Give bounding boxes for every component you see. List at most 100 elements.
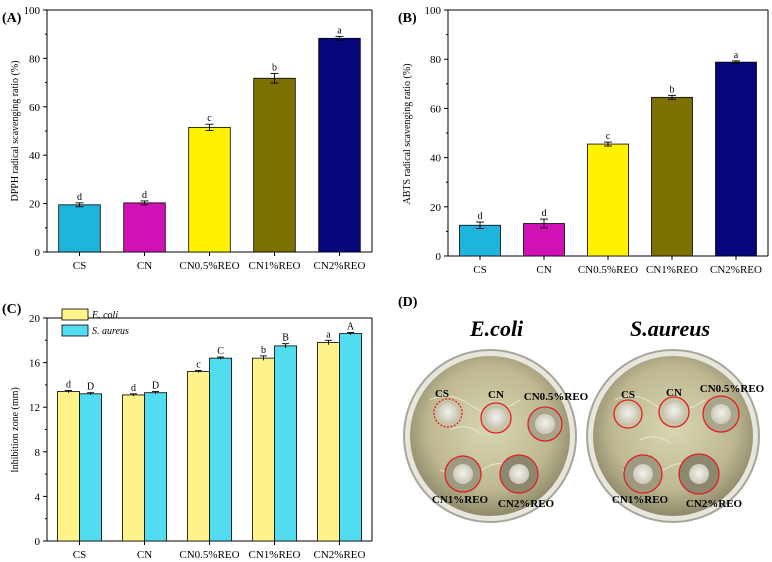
- panel-a-label: (A): [2, 11, 22, 26]
- x-tick-label: CN1%REO: [646, 264, 698, 276]
- significance-letter: c: [207, 113, 212, 124]
- panel-a-ylabel: DPPH radical scavenging ratio (%): [10, 60, 21, 201]
- bar-CN2%REO-series-1: [339, 333, 363, 542]
- saureus-label-cn1: CN1%REO: [612, 494, 669, 506]
- x-tick-label: CN1%REO: [249, 549, 301, 561]
- y-tick-label: 0: [35, 247, 41, 259]
- bar-CS-series-1: [79, 393, 103, 542]
- significance-letter: a: [326, 329, 331, 340]
- panel-b-plot: 0 20 40 60 80 100 d CS d CN c CN0.5%REO b CN1%REO a CN2…: [425, 5, 769, 276]
- y-tick-label: 100: [425, 5, 442, 17]
- saureus-plate: CS CN CN0.5%REO CN1%REO CN2%REO: [586, 349, 765, 523]
- panel-c-ylabel: Inhibition zone (mm): [10, 387, 21, 473]
- y-tick-label: 8: [35, 447, 41, 459]
- bar-CN2%REO: [715, 61, 757, 257]
- panel-c-label: (C): [2, 302, 22, 317]
- bar-CN0.5%REO: [188, 126, 231, 253]
- bar-CN1%REO-series-1: [274, 345, 298, 542]
- ecoli-plate: CS CN CN0.5%REO CN1%REO CN2%REO: [403, 349, 589, 523]
- significance-letter: d: [66, 379, 71, 390]
- ecoli-disc-cn05: [527, 406, 563, 442]
- saureus-plate-agar: [593, 356, 753, 516]
- x-tick-label: CN2%REO: [710, 264, 762, 276]
- y-tick-label: 20: [29, 313, 41, 325]
- bar-CN: [523, 223, 565, 257]
- y-tick-label: 20: [430, 202, 442, 214]
- x-tick-label: CN: [536, 264, 551, 276]
- significance-letter: a: [337, 25, 342, 36]
- significance-letter: d: [77, 192, 82, 203]
- x-tick-label: CS: [73, 260, 86, 272]
- bar-CN1%REO: [253, 77, 296, 253]
- ecoli-label-cn05: CN0.5%REO: [524, 391, 589, 403]
- significance-letter: D: [152, 381, 159, 392]
- ecoli-disc-cn1: [444, 455, 482, 493]
- bar-CN2%REO: [318, 37, 361, 253]
- x-tick-label: CN0.5%REO: [578, 264, 638, 276]
- bar-CS: [459, 224, 501, 257]
- significance-letter: B: [282, 333, 289, 344]
- x-tick-label: CN1%REO: [249, 260, 301, 272]
- x-tick-label: CN0.5%REO: [179, 549, 239, 561]
- saureus-label-cs: CS: [621, 389, 635, 401]
- panel-a-dpph-chart: (A) DPPH radical scavenging ratio (%) 0 2…: [2, 5, 373, 272]
- panel-b-abts-chart: (B) ABTS radical scavenging ratio (%) 0 2…: [398, 5, 769, 276]
- x-tick-label: CS: [73, 549, 86, 561]
- x-tick-label: CN: [137, 549, 152, 561]
- y-tick-label: 20: [29, 199, 41, 211]
- y-tick-label: 0: [35, 536, 41, 548]
- significance-letter: d: [131, 383, 136, 394]
- x-tick-label: CN2%REO: [314, 260, 366, 272]
- bar-CS: [58, 204, 101, 253]
- panel-b-ylabel: ABTS radical scavenging ratio (%): [402, 63, 413, 204]
- panel-c-inhibition-chart: (C) Inhibition zone (mm) 0 4 8 12 16 20 d D CS d D…: [2, 302, 373, 561]
- panel-c-legend: E. coli S. aureus: [61, 308, 129, 337]
- y-tick-label: 40: [430, 153, 442, 165]
- y-tick-label: 100: [24, 5, 41, 17]
- saureus-label-cn05: CN0.5%REO: [700, 383, 765, 395]
- y-tick-label: 80: [29, 53, 41, 65]
- significance-letter: d: [542, 208, 547, 219]
- significance-letter: b: [261, 345, 266, 356]
- ecoli-label-cn2: CN2%REO: [498, 498, 555, 510]
- saureus-label-cn2: CN2%REO: [686, 498, 743, 510]
- significance-letter: a: [734, 50, 739, 61]
- bar-CN2%REO-series-0: [316, 342, 340, 542]
- panel-d-label: (D): [398, 295, 418, 310]
- bar-CN0.5%REO: [587, 143, 629, 257]
- significance-letter: b: [272, 62, 277, 73]
- y-tick-label: 60: [430, 103, 442, 115]
- bar-CN1%REO: [651, 96, 693, 257]
- bar-CN0.5%REO-series-1: [209, 357, 233, 542]
- y-tick-label: 12: [29, 402, 40, 414]
- x-tick-label: CN2%REO: [314, 549, 366, 561]
- y-tick-label: 0: [436, 251, 442, 263]
- bar-CS-series-0: [57, 391, 80, 542]
- panel-c-plot: 0 4 8 12 16 20 d D CS d D CN c C CN0.5%REO b B CN1%REO a A C…: [29, 313, 373, 561]
- y-tick-label: 4: [35, 491, 41, 503]
- significance-letter: d: [478, 211, 483, 222]
- y-tick-label: 40: [29, 150, 41, 162]
- ecoli-label-cs: CS: [435, 388, 449, 400]
- bar-CN-series-1: [144, 392, 168, 542]
- bar-CN: [123, 202, 166, 253]
- y-tick-label: 80: [430, 54, 442, 66]
- bar-CN0.5%REO-series-0: [186, 371, 210, 542]
- significance-letter: c: [606, 131, 611, 142]
- significance-letter: c: [196, 359, 201, 370]
- bar-CN-series-0: [122, 394, 145, 542]
- saureus-label-cn: CN: [666, 387, 682, 399]
- ecoli-title: E.coli: [469, 316, 524, 341]
- saureus-disc-cn2: [678, 453, 720, 495]
- ecoli-disc-cs: [433, 398, 463, 428]
- significance-letter: D: [87, 382, 94, 393]
- legend-label-ecoli: E. coli: [91, 310, 118, 321]
- saureus-disc-cn: [658, 396, 690, 428]
- legend-swatch-ecoli: [61, 308, 89, 321]
- y-tick-label: 16: [29, 358, 41, 370]
- panel-b-label: (B): [398, 11, 417, 26]
- ecoli-label-cn: CN: [488, 389, 504, 401]
- significance-letter: b: [670, 84, 675, 95]
- bar-CN1%REO-series-0: [251, 357, 275, 542]
